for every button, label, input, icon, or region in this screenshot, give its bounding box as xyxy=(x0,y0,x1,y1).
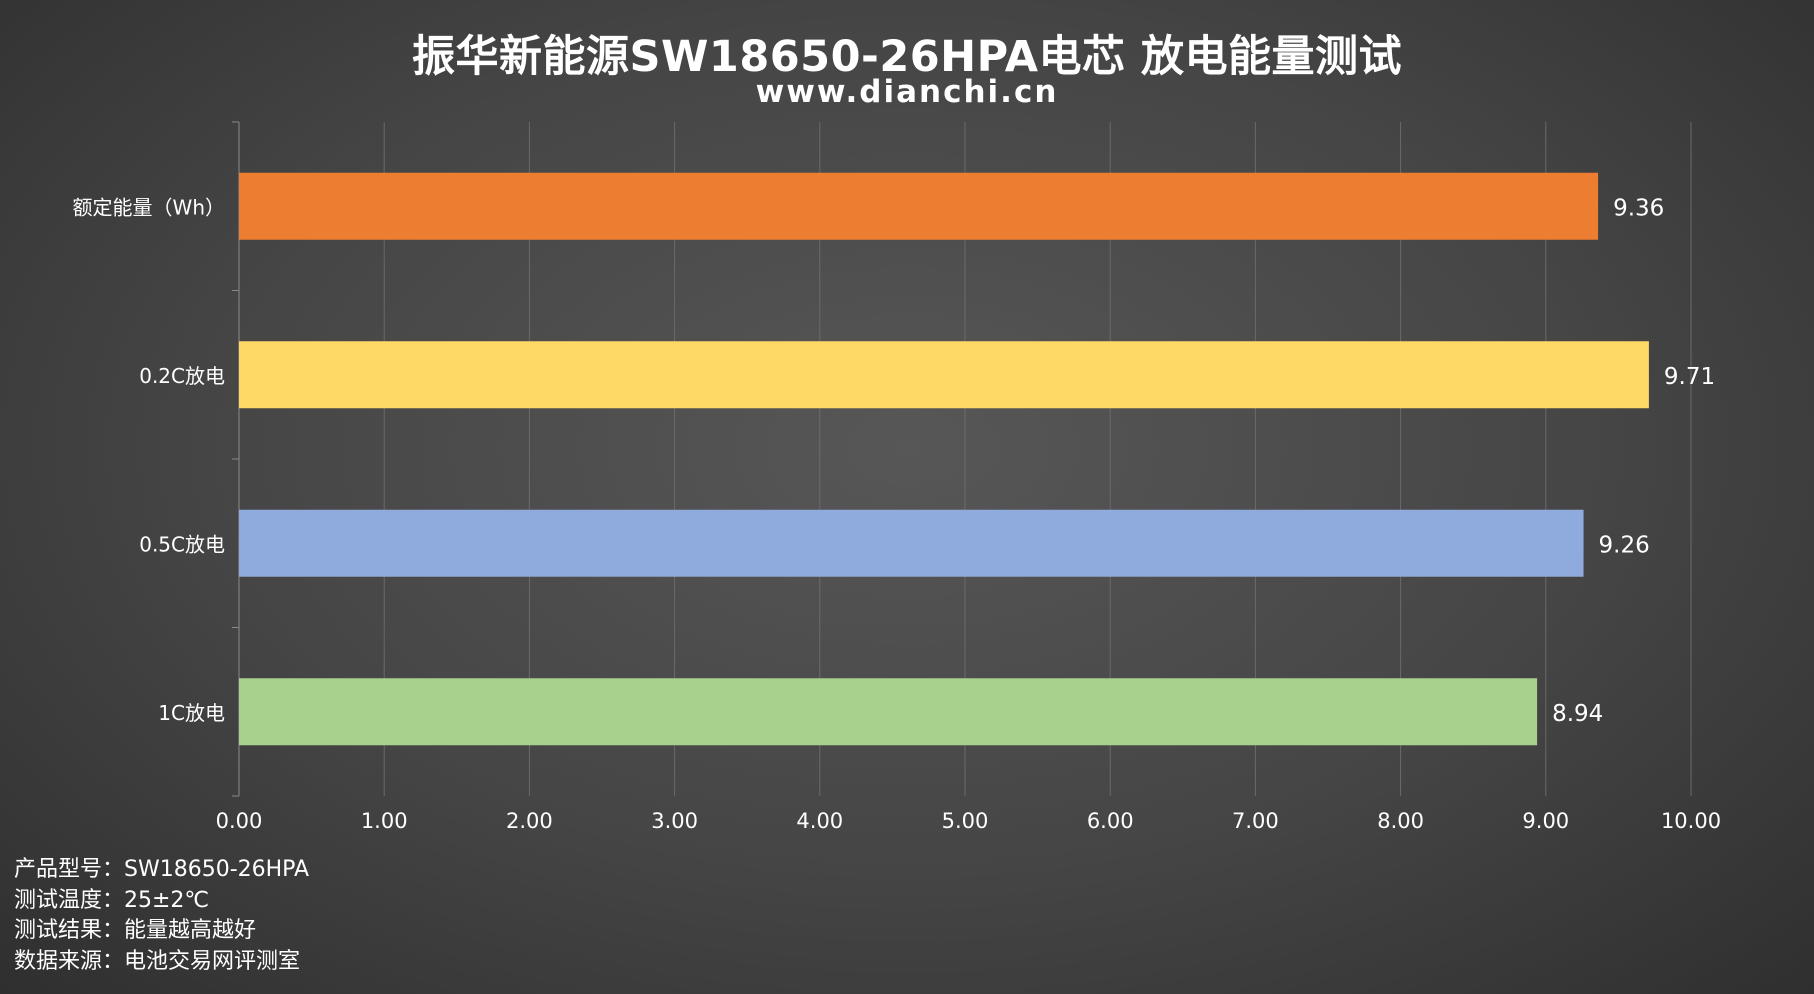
chart-subtitle: www.dianchi.cn xyxy=(755,74,1059,110)
x-tick-label: 5.00 xyxy=(942,809,989,833)
bar xyxy=(239,678,1538,746)
x-tick-label: 1.00 xyxy=(361,809,408,833)
category-label: 0.2C放电 xyxy=(139,364,225,388)
notes-block: 产品型号：SW18650-26HPA 测试温度：25±2℃ 测试结果：能量越高越… xyxy=(14,855,309,977)
x-tick-label: 7.00 xyxy=(1232,809,1279,833)
labels: 0.00 1.00 2.00 3.00 4.00 5.00 6.00 7.00 8.00 9.00… xyxy=(73,195,1722,833)
note-model: 产品型号：SW18650-26HPA xyxy=(14,857,310,882)
bar xyxy=(239,509,1584,577)
chart-title: 振华新能源SW18650-26HPA电芯 放电能量测试 xyxy=(412,32,1402,82)
note-temperature: 测试温度：25±2℃ xyxy=(14,887,210,913)
category-label: 1C放电 xyxy=(158,701,225,725)
bar xyxy=(239,172,1599,240)
value-label: 9.71 xyxy=(1664,364,1715,390)
value-label: 8.94 xyxy=(1552,701,1603,727)
x-tick-label: 10.00 xyxy=(1661,809,1721,833)
value-label: 9.26 xyxy=(1599,532,1650,558)
bar xyxy=(239,341,1649,409)
category-label: 0.5C放电 xyxy=(139,532,225,556)
category-label: 额定能量（Wh） xyxy=(73,195,225,219)
bars xyxy=(239,172,1649,746)
x-tick-label: 8.00 xyxy=(1377,809,1424,833)
x-tick-label: 3.00 xyxy=(651,809,698,833)
x-tick-label: 0.00 xyxy=(216,809,263,833)
note-result: 测试结果：能量越高越好 xyxy=(14,918,257,943)
x-tick-label: 9.00 xyxy=(1522,809,1569,833)
note-source: 数据来源：电池交易网评测室 xyxy=(14,948,301,974)
x-tick-label: 4.00 xyxy=(796,809,843,833)
x-tick-label: 6.00 xyxy=(1087,809,1134,833)
value-label: 9.36 xyxy=(1613,195,1664,221)
x-tick-label: 2.00 xyxy=(506,809,553,833)
